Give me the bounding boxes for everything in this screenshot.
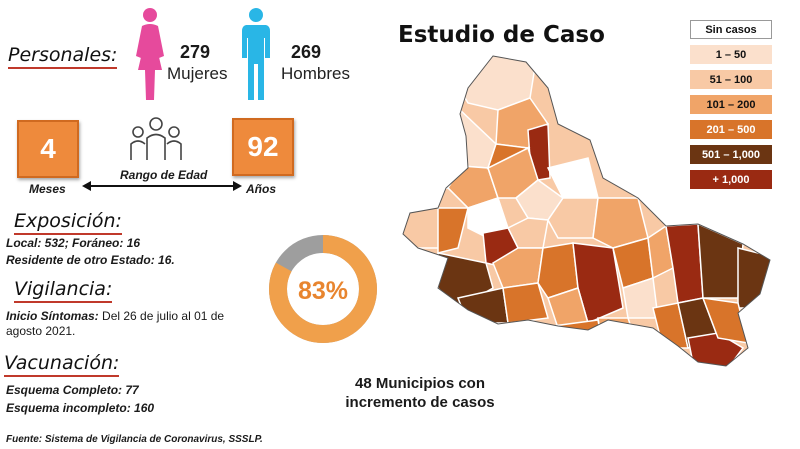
people-group-icon bbox=[130, 117, 182, 160]
hombres-count: 269 bbox=[291, 42, 322, 62]
legend-item: + 1,000 bbox=[690, 170, 772, 189]
legend-item: 501 – 1,000 bbox=[690, 145, 772, 164]
map-region bbox=[507, 322, 554, 349]
vacunacion-line1: Esquema Completo: 77 bbox=[6, 383, 139, 397]
rango-edad-label: Rango de Edad bbox=[120, 168, 208, 182]
map-region bbox=[737, 247, 770, 309]
map-region bbox=[437, 207, 469, 254]
map-region bbox=[502, 282, 549, 324]
map-region bbox=[551, 319, 604, 354]
vacunacion-line2: Esquema incompleto: 160 bbox=[6, 401, 155, 415]
mujeres-count: 279 bbox=[180, 42, 211, 62]
map-region bbox=[486, 143, 531, 170]
man-icon bbox=[242, 8, 270, 100]
municipios-text: 48 Municipios con incremento de casos bbox=[345, 375, 495, 411]
source-note: Fuente: Sistema de Vigilancia de Coronav… bbox=[6, 434, 263, 445]
donut-value-arc bbox=[269, 235, 377, 343]
legend-item: 51 – 100 bbox=[690, 70, 772, 89]
exposicion-line1: Local: 532; Foráneo: 16 bbox=[6, 236, 141, 250]
donut-percent-label: 83% bbox=[298, 277, 348, 305]
woman-icon bbox=[136, 8, 164, 100]
vacunacion-heading: Vacunación: bbox=[4, 352, 120, 377]
legend-item: Sin casos bbox=[690, 20, 772, 39]
legend-item: 101 – 200 bbox=[690, 95, 772, 114]
map-region bbox=[572, 242, 624, 325]
personales-heading: Personales: bbox=[8, 44, 118, 69]
edad-min-box: 4 bbox=[17, 120, 79, 178]
legend-item: 201 – 500 bbox=[690, 120, 772, 139]
page-title: Estudio de Caso bbox=[398, 22, 605, 48]
vigilancia-heading: Vigilancia: bbox=[14, 278, 113, 303]
edad-min-unit: Meses bbox=[29, 182, 66, 196]
state-map bbox=[402, 55, 771, 367]
edad-max-box: 92 bbox=[232, 118, 294, 176]
map-region bbox=[697, 222, 744, 299]
exposicion-line2: Residente de otro Estado: 16. bbox=[6, 253, 175, 267]
vigilancia-text: Inicio Síntomas: Del 26 de julio al 01 d… bbox=[6, 309, 225, 338]
hombres-label: Hombres bbox=[281, 64, 350, 83]
double-arrow-icon bbox=[82, 181, 242, 191]
legend-item: 1 – 50 bbox=[690, 45, 772, 64]
exposicion-heading: Exposición: bbox=[14, 210, 122, 235]
mujeres-label: Mujeres bbox=[167, 64, 228, 83]
percent-donut: 83% bbox=[269, 235, 377, 343]
edad-max-unit: Años bbox=[246, 182, 276, 196]
map-region bbox=[547, 197, 599, 239]
